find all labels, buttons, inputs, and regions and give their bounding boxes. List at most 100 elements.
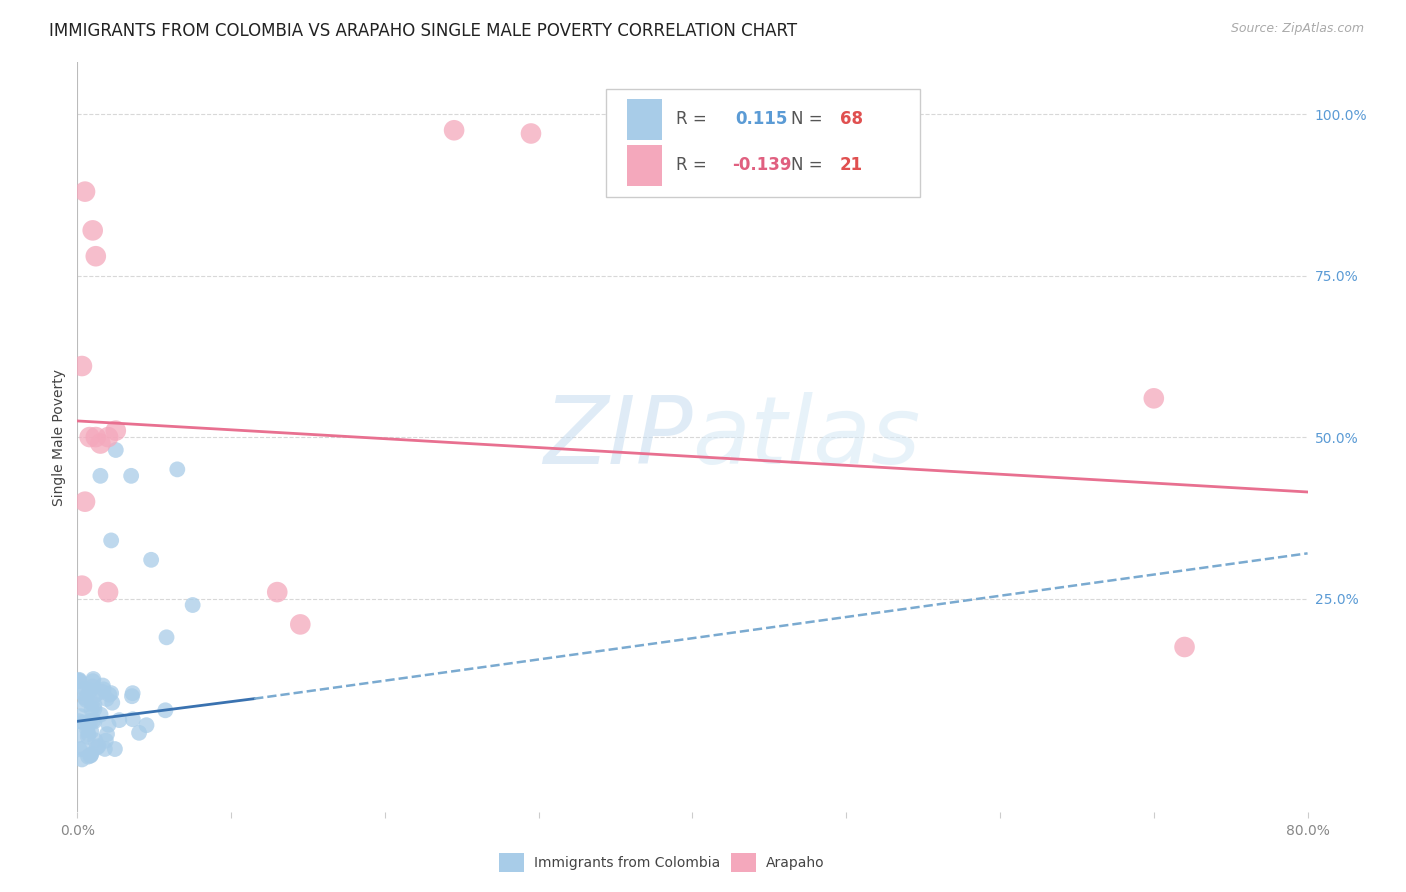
Point [97, 430, 120, 444]
Point [73, 185, 96, 199]
Point [80, 703, 103, 717]
Point [82, 672, 104, 686]
Point [94, 742, 117, 756]
Point [67, 673, 90, 687]
Point [91, 679, 114, 693]
Point [75, 690, 97, 705]
Text: 0.115: 0.115 [735, 110, 787, 128]
Point [76, 723, 98, 737]
Point [84, 430, 107, 444]
Point [90, 707, 112, 722]
Point [141, 553, 163, 567]
Point [79, 683, 101, 698]
Point [266, 585, 288, 599]
Point [108, 713, 131, 727]
Text: 68: 68 [841, 110, 863, 128]
Point [100, 686, 122, 700]
Point [82, 674, 104, 689]
Point [82, 714, 104, 728]
Text: N =: N = [792, 156, 823, 174]
Point [97, 718, 120, 732]
Point [70, 752, 93, 766]
Point [97, 585, 120, 599]
Point [67, 673, 90, 688]
Point [86, 740, 108, 755]
Point [104, 424, 127, 438]
Text: -0.139: -0.139 [733, 156, 792, 174]
Point [72, 686, 94, 700]
Point [79, 430, 101, 444]
Point [82, 223, 104, 237]
Text: ZIP: ZIP [543, 392, 693, 483]
Point [67, 673, 90, 688]
Point [79, 748, 101, 763]
Point [121, 689, 143, 703]
Text: Arapaho: Arapaho [766, 855, 825, 870]
Point [79, 748, 101, 763]
FancyBboxPatch shape [627, 145, 662, 186]
Point [69, 709, 91, 723]
Point [166, 462, 188, 476]
Point [135, 718, 157, 732]
Point [89, 436, 111, 450]
Point [73, 681, 96, 696]
Point [89, 468, 111, 483]
Point [84, 249, 107, 263]
Point [520, 127, 543, 141]
Point [98, 688, 121, 702]
Point [73, 494, 96, 508]
Point [120, 468, 142, 483]
Point [93, 682, 115, 697]
Point [80, 747, 103, 762]
Point [94, 733, 117, 747]
Point [91, 685, 114, 699]
Text: Immigrants from Colombia: Immigrants from Colombia [534, 855, 720, 870]
Point [181, 598, 204, 612]
Point [77, 717, 100, 731]
Point [290, 617, 312, 632]
Point [443, 123, 465, 137]
FancyBboxPatch shape [627, 98, 662, 140]
Point [67, 728, 90, 742]
Point [104, 742, 127, 756]
Point [73, 698, 96, 712]
Y-axis label: Single Male Poverty: Single Male Poverty [52, 368, 66, 506]
Point [155, 703, 177, 717]
Point [79, 714, 101, 728]
Point [84, 688, 107, 702]
Text: R =: R = [676, 156, 713, 174]
Point [104, 442, 127, 457]
Point [75, 693, 97, 707]
Point [70, 579, 93, 593]
Point [72, 741, 94, 756]
Point [96, 727, 118, 741]
Point [82, 680, 104, 694]
Text: Source: ZipAtlas.com: Source: ZipAtlas.com [1230, 22, 1364, 36]
Point [100, 533, 122, 548]
Point [67, 714, 90, 728]
Point [83, 714, 105, 729]
Point [77, 749, 100, 764]
Point [1143, 392, 1166, 406]
Point [79, 684, 101, 698]
Point [77, 727, 100, 741]
Point [1174, 640, 1197, 654]
Text: N =: N = [792, 110, 823, 128]
Point [76, 730, 98, 744]
Text: atlas: atlas [693, 392, 921, 483]
Point [72, 715, 94, 730]
Point [84, 733, 107, 747]
Point [121, 712, 143, 726]
Text: IMMIGRANTS FROM COLOMBIA VS ARAPAHO SINGLE MALE POVERTY CORRELATION CHART: IMMIGRANTS FROM COLOMBIA VS ARAPAHO SING… [49, 22, 797, 40]
FancyBboxPatch shape [606, 88, 920, 197]
Text: 21: 21 [841, 156, 863, 174]
Point [101, 696, 124, 710]
Point [80, 697, 103, 711]
Point [83, 702, 105, 716]
Point [87, 739, 110, 753]
Point [155, 630, 177, 644]
Point [96, 692, 118, 706]
Point [83, 698, 105, 712]
Point [121, 686, 143, 700]
Point [80, 724, 103, 739]
